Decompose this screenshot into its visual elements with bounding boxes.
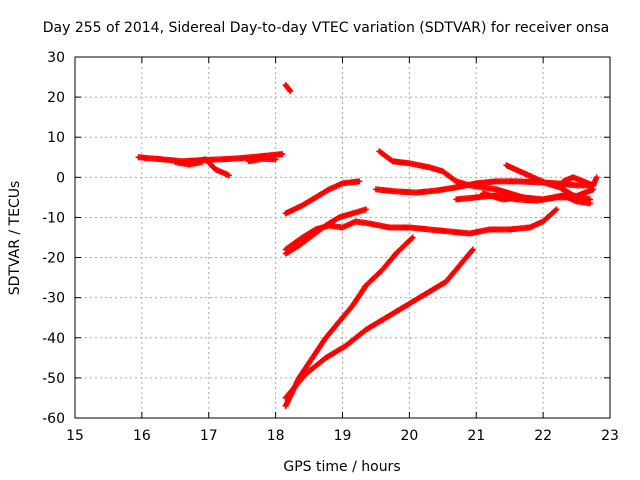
y-tick-label: -60 <box>42 411 65 427</box>
data-point-marker <box>199 159 206 166</box>
data-trace <box>282 234 416 409</box>
data-point-marker <box>356 178 363 185</box>
y-tick-label: 0 <box>56 170 65 186</box>
data-point-marker <box>553 206 560 213</box>
data-point-marker <box>272 156 279 163</box>
data-trace <box>282 246 476 401</box>
data-point-marker <box>409 234 416 241</box>
data-point-marker <box>593 174 600 181</box>
data-point-marker <box>279 151 286 158</box>
y-tick-label: -10 <box>42 210 65 226</box>
chart-title: Day 255 of 2014, Sidereal Day-to-day VTE… <box>43 20 610 36</box>
data-point-marker <box>362 206 369 213</box>
y-tick-label: -20 <box>42 251 65 267</box>
x-axis-label: GPS time / hours <box>283 459 400 475</box>
x-tick-label: 22 <box>534 428 552 444</box>
data-trace <box>479 190 593 207</box>
data-trace <box>245 155 279 165</box>
data-trace <box>135 151 286 165</box>
x-tick-label: 18 <box>267 428 285 444</box>
data-point-marker <box>408 235 415 242</box>
x-tick-label: 20 <box>400 428 418 444</box>
data-points <box>135 82 600 409</box>
y-tick-label: -40 <box>42 331 65 347</box>
x-tick-label: 15 <box>66 428 84 444</box>
data-trace <box>282 206 560 253</box>
data-trace <box>376 148 527 201</box>
y-tick-label: 30 <box>47 50 65 66</box>
data-point-marker <box>586 196 593 203</box>
x-tick-label: 21 <box>467 428 485 444</box>
y-tick-label: 20 <box>47 90 65 106</box>
x-tick-label: 19 <box>334 428 352 444</box>
data-point-marker <box>287 88 294 95</box>
data-point-marker <box>469 246 476 253</box>
data-trace <box>560 174 600 189</box>
y-tick-label: -30 <box>42 291 65 307</box>
x-tick-label: 16 <box>133 428 151 444</box>
data-trace <box>282 206 369 257</box>
axis-ticks: 15 16 17 18 19 20 21 22 23 -60 -50 -40 -30 -20 -10 0 10 2… <box>42 50 619 444</box>
grid-lines <box>75 57 610 418</box>
data-trace <box>282 82 294 95</box>
data-trace <box>282 178 363 217</box>
data-point-marker <box>225 172 232 179</box>
data-trace <box>172 159 206 168</box>
y-axis-label: SDTVAR / TECUs <box>7 181 23 296</box>
x-tick-label: 17 <box>200 428 218 444</box>
x-tick-label: 23 <box>601 428 619 444</box>
y-tick-label: 10 <box>47 130 65 146</box>
data-trace <box>503 162 593 203</box>
y-tick-label: -50 <box>42 371 65 387</box>
